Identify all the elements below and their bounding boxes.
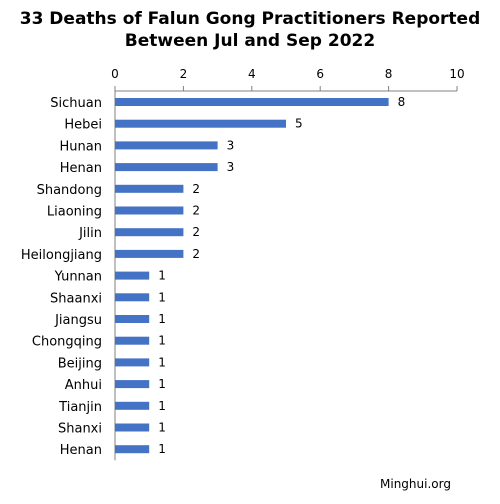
category-label: Liaoning bbox=[47, 205, 102, 220]
data-label: 1 bbox=[158, 399, 166, 413]
data-label: 2 bbox=[192, 204, 200, 218]
bar bbox=[115, 315, 150, 323]
data-label: 1 bbox=[158, 269, 166, 283]
bar bbox=[115, 119, 286, 128]
data-label: 2 bbox=[192, 182, 200, 196]
category-label: Sichuan bbox=[50, 96, 102, 111]
data-label: 8 bbox=[398, 95, 406, 109]
bar bbox=[115, 184, 184, 193]
data-label: 5 bbox=[295, 117, 303, 131]
data-label: 1 bbox=[158, 312, 166, 326]
category-label: Shaanxi bbox=[50, 291, 102, 306]
category-label: Chongqing bbox=[32, 335, 102, 350]
data-label: 1 bbox=[158, 377, 166, 391]
category-label: Yunnan bbox=[54, 270, 102, 285]
bar bbox=[115, 401, 150, 410]
data-label: 3 bbox=[227, 138, 235, 152]
category-label: Hebei bbox=[64, 118, 102, 133]
chart-title: 33 Deaths of Falun Gong Practitioners Re… bbox=[0, 8, 500, 52]
x-tick-label: 4 bbox=[248, 67, 256, 81]
category-label: Anhui bbox=[65, 378, 102, 393]
data-label: 1 bbox=[158, 290, 166, 304]
category-label: Jilin bbox=[78, 226, 102, 241]
bar bbox=[115, 336, 150, 345]
data-label: 1 bbox=[158, 355, 166, 369]
x-tick-label: 6 bbox=[316, 67, 324, 81]
data-label: 2 bbox=[192, 247, 200, 261]
category-label: Shanxi bbox=[58, 422, 102, 437]
data-label: 1 bbox=[158, 421, 166, 435]
category-label: Heilongjiang bbox=[21, 248, 102, 263]
bar bbox=[115, 249, 184, 258]
data-label: 1 bbox=[158, 334, 166, 348]
bar bbox=[115, 293, 150, 302]
category-label: Beijing bbox=[58, 356, 102, 371]
category-label: Henan bbox=[60, 443, 102, 458]
category-label: Henan bbox=[60, 161, 102, 176]
chart-title-line-1: 33 Deaths of Falun Gong Practitioners Re… bbox=[19, 9, 481, 29]
x-tick-label: 2 bbox=[180, 67, 188, 81]
watermark: Minghui.org bbox=[380, 477, 451, 491]
data-label: 2 bbox=[192, 225, 200, 239]
bar bbox=[115, 358, 150, 367]
bar bbox=[115, 445, 150, 454]
bar bbox=[115, 141, 218, 150]
chart-title-line-2: Between Jul and Sep 2022 bbox=[124, 31, 376, 51]
bar bbox=[115, 271, 150, 280]
bar bbox=[115, 228, 184, 237]
category-label: Shandong bbox=[37, 183, 102, 198]
x-tick-label: 8 bbox=[385, 67, 393, 81]
bar bbox=[115, 163, 218, 172]
bar bbox=[115, 206, 184, 215]
category-label: Tianjin bbox=[58, 400, 102, 415]
x-tick-label: 10 bbox=[449, 67, 464, 81]
data-label: 3 bbox=[227, 160, 235, 174]
x-tick-label: 0 bbox=[111, 67, 119, 81]
category-label: Jiangsu bbox=[54, 313, 102, 328]
bar bbox=[115, 423, 150, 432]
data-label: 1 bbox=[158, 442, 166, 456]
bar bbox=[115, 98, 389, 106]
bar bbox=[115, 380, 150, 389]
category-label: Hunan bbox=[60, 139, 102, 154]
